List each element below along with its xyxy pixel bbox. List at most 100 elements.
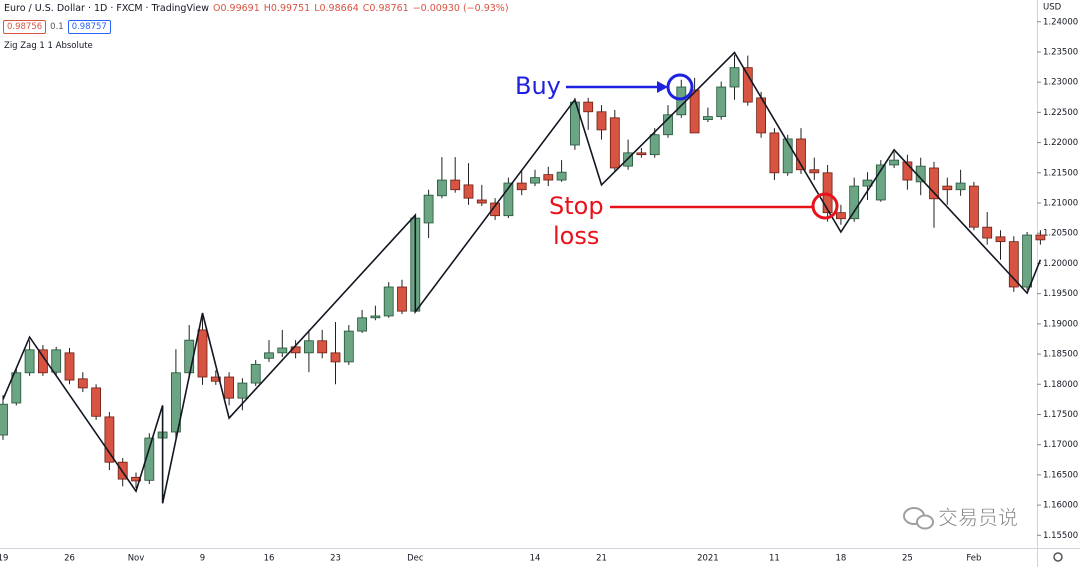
candle-body	[676, 86, 687, 116]
x-tick-label: 26	[64, 554, 75, 564]
stop-annotation: Stop loss	[549, 192, 839, 250]
stop-label: loss	[553, 222, 599, 250]
candle-body	[636, 152, 647, 156]
candle-body	[144, 437, 155, 481]
candle-body	[436, 179, 447, 197]
candle-body	[250, 363, 261, 384]
candle-body	[38, 349, 48, 374]
bid-badge: 0.98756	[3, 20, 47, 34]
candle-body	[969, 185, 979, 228]
badges: 0.98756 0.1 0.98757	[3, 20, 115, 34]
candle-body	[277, 347, 288, 354]
x-tick-label: 11	[769, 554, 780, 564]
candle-body	[184, 339, 195, 374]
x-tick-label: 19	[0, 554, 8, 564]
candle-body	[583, 101, 594, 113]
buy-circle	[666, 73, 694, 101]
candle-body	[716, 86, 727, 118]
watermark-text: 交易员说	[938, 506, 1018, 530]
x-tick-label: Feb	[966, 554, 981, 564]
candle-body	[556, 171, 567, 181]
candle-body	[782, 138, 793, 174]
candle-body	[64, 352, 75, 381]
candle-body	[24, 349, 35, 374]
candle-body	[982, 226, 993, 239]
candle-body	[104, 416, 115, 463]
symbol-title: Euro / U.S. Dollar · 1D · FXCM · Trading…	[4, 3, 209, 14]
candle-body	[543, 174, 554, 181]
y-tick-label: 1.19500	[1043, 289, 1078, 299]
candle-body	[476, 199, 487, 204]
candle-body	[357, 317, 368, 332]
candle-body	[343, 330, 354, 363]
candle-body	[503, 182, 514, 217]
x-tick-label: 2021	[697, 554, 719, 564]
y-tick-label: 1.22000	[1043, 138, 1078, 148]
header: Euro / U.S. Dollar · 1D · FXCM · Trading…	[4, 3, 509, 14]
candle-body	[836, 212, 846, 220]
candle-body	[796, 138, 806, 171]
candle-body	[370, 315, 381, 319]
buy-arrowhead	[657, 81, 668, 93]
candle-body	[809, 169, 820, 174]
candle-body	[902, 161, 913, 181]
candle-body	[237, 382, 248, 399]
candle-body	[423, 194, 434, 224]
x-tick-label: 21	[596, 554, 607, 564]
candle-body	[11, 372, 22, 404]
zigzag-line	[2, 51, 1042, 504]
settings-icon[interactable]	[1053, 552, 1063, 562]
candle-body	[397, 286, 407, 312]
candle-body	[51, 349, 62, 373]
y-tick-label: 1.20000	[1043, 259, 1078, 269]
candle-body	[516, 182, 527, 191]
candle-body	[609, 117, 620, 169]
ohlc: L0.98664	[314, 3, 359, 14]
candle-body	[450, 179, 461, 191]
candle-body	[197, 329, 208, 378]
candle-body	[530, 177, 540, 184]
candle-body	[649, 134, 660, 156]
candle-body	[463, 184, 474, 199]
candle-body	[703, 116, 713, 121]
y-tick-label: 1.23500	[1043, 47, 1078, 57]
y-tick-label: 1.20500	[1043, 229, 1078, 239]
candle-body	[383, 286, 394, 317]
candle-body	[490, 202, 501, 217]
candle-body	[1008, 241, 1019, 288]
candle-body	[729, 67, 740, 88]
y-tick-label: 1.19000	[1043, 319, 1078, 329]
spread: 0.1	[50, 22, 64, 32]
candle-body	[1022, 234, 1032, 288]
indicator-label: Zig Zag 1 1 Absolute	[4, 41, 93, 51]
candle-body	[303, 340, 314, 354]
buy-annotation: Buy	[515, 72, 694, 101]
y-tick-label: 1.18500	[1043, 350, 1078, 360]
y-tick-label: 1.15500	[1043, 531, 1078, 541]
candle-body	[849, 185, 860, 220]
y-tick-label: 1.22500	[1043, 108, 1078, 118]
candle-body	[224, 376, 235, 399]
y-tick-label: 1.18000	[1043, 380, 1078, 390]
candle-body	[264, 352, 274, 359]
candle-body	[889, 159, 899, 166]
buy-label: Buy	[515, 72, 561, 100]
x-tick-label: 25	[902, 554, 913, 564]
ohlc: −0.00930 (−0.93%)	[412, 3, 509, 14]
watermark: 交易员说	[903, 505, 1018, 530]
y-tick-label: 1.17500	[1043, 410, 1078, 420]
candle-body	[77, 378, 88, 389]
candle-body	[170, 372, 181, 433]
candle-body	[663, 114, 673, 136]
candle-body	[929, 167, 939, 200]
watermark-icon	[916, 514, 934, 530]
ohlc: O0.99691	[213, 3, 260, 14]
y-tick-label: 1.16000	[1043, 501, 1078, 511]
candle-body	[596, 111, 607, 131]
x-tick-label: 16	[264, 554, 275, 564]
y-tick-label: 1.23000	[1043, 78, 1078, 88]
y-tick-label: 1.24000	[1043, 17, 1078, 27]
candle-body	[995, 236, 1006, 243]
